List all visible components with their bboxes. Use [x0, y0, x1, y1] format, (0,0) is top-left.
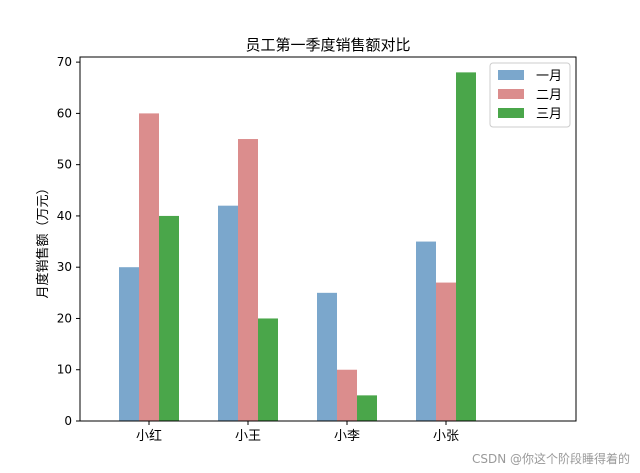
y-tick-label: 40 [57, 209, 72, 223]
x-tick-label: 小李 [334, 429, 360, 444]
bar-2-1 [139, 113, 159, 422]
legend-label: 三月 [536, 107, 562, 122]
bar-3-2 [258, 318, 278, 421]
legend-label: 一月 [536, 69, 562, 84]
chart-title: 员工第一季度销售额对比 [245, 36, 410, 54]
axes-group: 0 10 20 30 40 50 60 70 小红 小王 小李 小张 [57, 55, 577, 444]
bar-3-4 [456, 72, 476, 421]
y-tick-label: 0 [64, 414, 72, 428]
bar-1-3 [317, 292, 337, 421]
y-tick-label: 70 [57, 55, 72, 69]
y-axis-label: 月度销售额（万元） [35, 181, 51, 298]
x-tick-label: 小红 [136, 428, 162, 444]
x-tick-label: 小张 [433, 429, 459, 444]
bar-2-3 [337, 369, 357, 421]
legend-swatch [498, 70, 524, 80]
bar-1-2 [218, 205, 238, 421]
bar-2-2 [238, 139, 258, 421]
y-tick-label: 50 [57, 158, 72, 172]
y-tick-label: 30 [57, 260, 72, 274]
watermark: CSDN @你这个阶段睡得着的 [471, 452, 630, 466]
plot-frame [79, 56, 577, 422]
y-tick-label: 10 [57, 363, 72, 377]
legend-swatch [498, 108, 524, 118]
bar-3-3 [357, 395, 377, 421]
bar-1-4 [416, 241, 436, 421]
x-tick-label: 小王 [235, 429, 261, 444]
legend-swatch [498, 89, 524, 99]
bar-1-1 [119, 267, 139, 421]
bar-2-4 [436, 282, 456, 421]
bar-3-1 [159, 215, 179, 421]
legend-label: 二月 [536, 88, 562, 103]
y-tick-label: 20 [57, 311, 72, 325]
bars-group [119, 72, 476, 422]
y-tick-label: 60 [57, 106, 72, 120]
